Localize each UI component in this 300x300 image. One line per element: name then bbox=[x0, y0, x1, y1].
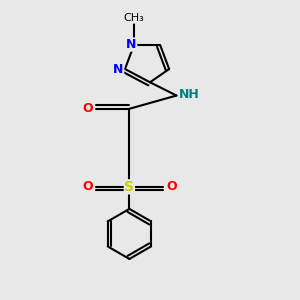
Text: NH: NH bbox=[178, 88, 199, 100]
Text: N: N bbox=[126, 38, 136, 51]
Text: O: O bbox=[82, 102, 93, 115]
Text: CH₃: CH₃ bbox=[123, 13, 144, 23]
Text: O: O bbox=[166, 180, 177, 193]
Text: N: N bbox=[113, 62, 124, 76]
Text: O: O bbox=[82, 180, 93, 193]
Text: S: S bbox=[124, 180, 134, 194]
